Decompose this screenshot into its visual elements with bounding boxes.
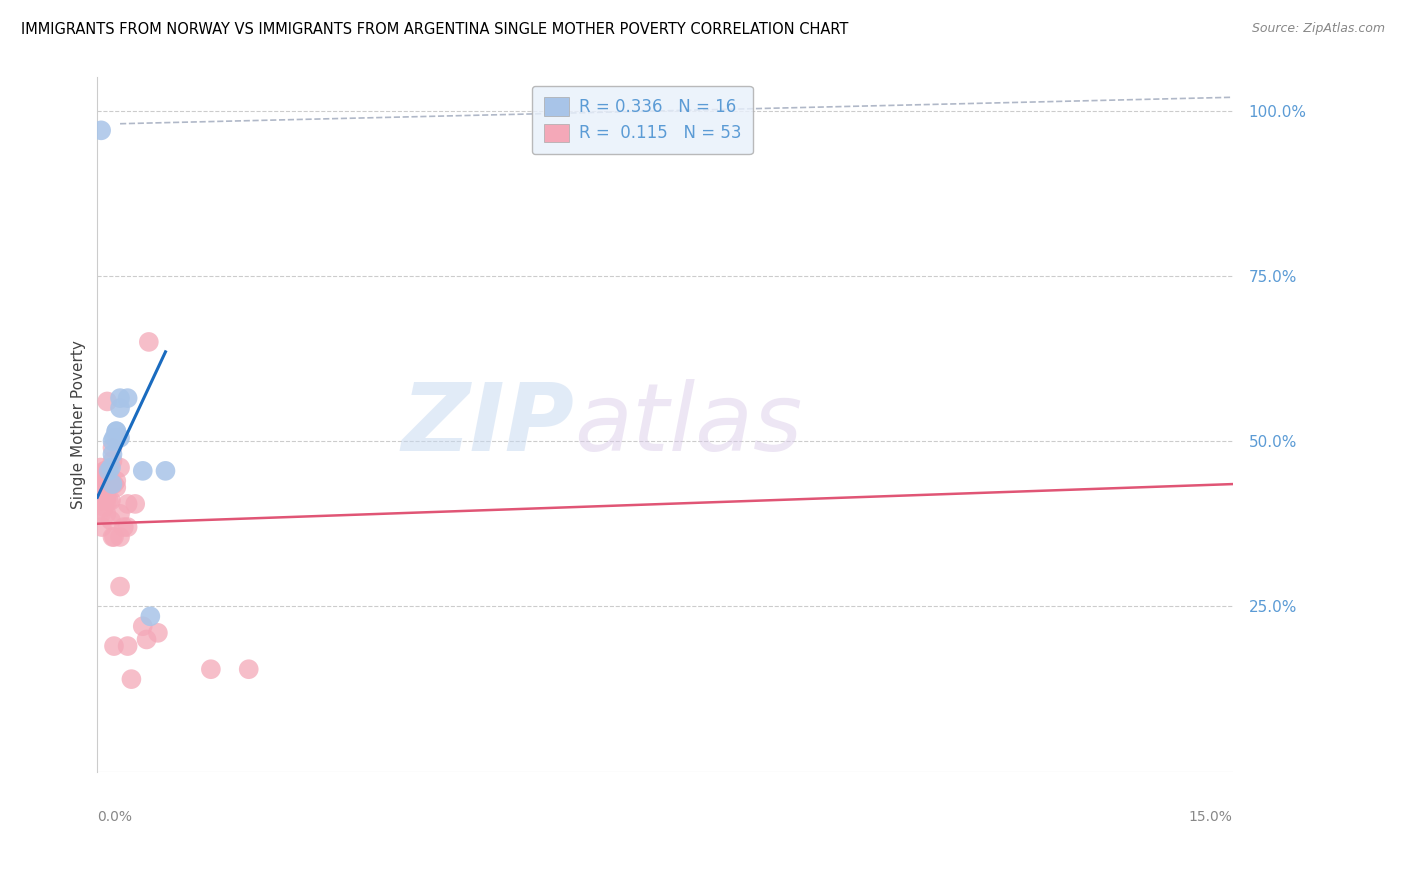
Point — [96, 491, 118, 505]
Point — [96, 493, 118, 508]
Point — [139, 609, 162, 624]
Legend: R = 0.336   N = 16, R =  0.115   N = 53: R = 0.336 N = 16, R = 0.115 N = 53 — [531, 86, 752, 154]
Point — [101, 477, 124, 491]
Point — [97, 474, 120, 488]
Point — [93, 500, 115, 515]
Text: ZIP: ZIP — [401, 378, 574, 471]
Y-axis label: Single Mother Poverty: Single Mother Poverty — [72, 340, 86, 509]
Point — [103, 477, 125, 491]
Point — [105, 474, 128, 488]
Point — [89, 477, 111, 491]
Point — [124, 497, 146, 511]
Point — [97, 493, 120, 508]
Point — [98, 470, 121, 484]
Text: 0.0%: 0.0% — [97, 810, 132, 824]
Point — [105, 480, 128, 494]
Point — [135, 632, 157, 647]
Point — [101, 441, 124, 455]
Point — [103, 431, 125, 445]
Point — [101, 530, 124, 544]
Point — [117, 391, 139, 405]
Point — [98, 477, 121, 491]
Point — [94, 487, 117, 501]
Point — [91, 467, 114, 482]
Point — [93, 480, 115, 494]
Point — [238, 662, 260, 676]
Point — [100, 460, 122, 475]
Point — [200, 662, 222, 676]
Point — [132, 619, 155, 633]
Point — [117, 520, 139, 534]
Point — [138, 334, 160, 349]
Point — [146, 625, 169, 640]
Point — [103, 639, 125, 653]
Point — [90, 487, 112, 501]
Point — [90, 493, 112, 508]
Text: IMMIGRANTS FROM NORWAY VS IMMIGRANTS FROM ARGENTINA SINGLE MOTHER POVERTY CORREL: IMMIGRANTS FROM NORWAY VS IMMIGRANTS FRO… — [21, 22, 848, 37]
Point — [94, 464, 117, 478]
Point — [90, 123, 112, 137]
Point — [101, 454, 124, 468]
Point — [108, 507, 131, 521]
Point — [101, 434, 124, 449]
Point — [108, 401, 131, 415]
Point — [117, 639, 139, 653]
Point — [94, 477, 117, 491]
Point — [93, 477, 115, 491]
Point — [100, 513, 122, 527]
Point — [94, 474, 117, 488]
Point — [108, 391, 131, 405]
Point — [89, 474, 111, 488]
Point — [96, 394, 118, 409]
Point — [108, 460, 131, 475]
Point — [101, 447, 124, 461]
Point — [90, 507, 112, 521]
Point — [96, 507, 118, 521]
Text: 15.0%: 15.0% — [1189, 810, 1233, 824]
Point — [105, 424, 128, 438]
Point — [103, 530, 125, 544]
Point — [155, 464, 177, 478]
Point — [94, 464, 117, 478]
Point — [132, 464, 155, 478]
Point — [100, 493, 122, 508]
Point — [97, 477, 120, 491]
Point — [108, 530, 131, 544]
Point — [117, 497, 139, 511]
Point — [97, 480, 120, 494]
Point — [87, 477, 110, 491]
Point — [105, 424, 128, 438]
Point — [108, 431, 131, 445]
Text: atlas: atlas — [574, 379, 803, 470]
Point — [97, 464, 120, 478]
Point — [90, 520, 112, 534]
Point — [112, 520, 135, 534]
Point — [89, 460, 111, 475]
Point — [120, 672, 142, 686]
Text: Source: ZipAtlas.com: Source: ZipAtlas.com — [1251, 22, 1385, 36]
Point — [108, 580, 131, 594]
